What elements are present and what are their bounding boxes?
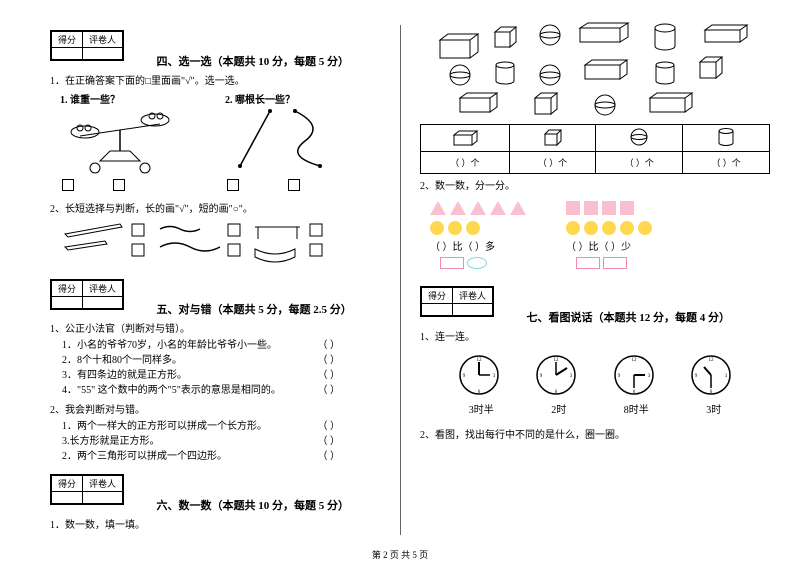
paren[interactable]: （ ）	[318, 338, 341, 353]
objects-row	[60, 219, 380, 269]
triangles-row	[430, 201, 526, 215]
cube-icon-cell	[509, 125, 596, 152]
fill-cell[interactable]: （ ）个	[596, 152, 683, 174]
q5-1-3: 3．有四条边的就是正方形。	[62, 368, 187, 383]
q4-1a: 1. 谁重一些？	[60, 91, 215, 106]
q5-2-3: 2．两个三角形可以拼成一个四边形。	[62, 449, 227, 464]
ellipse-shape	[467, 257, 487, 269]
q4-1: 1．在正确答案下面的□里面画"√"。选一选。	[50, 72, 380, 87]
cylinder-icon-cell	[683, 125, 770, 152]
checkbox[interactable]	[113, 179, 125, 191]
compare-right[interactable]: （ ）比（ ）少	[566, 238, 652, 253]
section-5-title: 五、对与错（本题共 5 分，每题 2.5 分）	[157, 301, 352, 317]
svg-text:3: 3	[725, 374, 728, 379]
score-box: 得分评卷人	[50, 279, 124, 310]
clock-label-4: 3时	[706, 401, 721, 416]
balance-scale-figure	[60, 106, 180, 176]
clock-row: 12369 12369 12369 12369	[440, 353, 750, 397]
score-box: 得分评卷人	[50, 30, 124, 61]
section-6: 得分评卷人 六、数一数（本题共 10 分，每题 5 分） 1．数一数，填一填。	[50, 474, 380, 531]
score-label: 得分	[52, 32, 83, 48]
q4-2: 2、长短选择与判断，长的画"√"，短的画"○"。	[50, 200, 380, 215]
balance-curve-row: 1. 谁重一些？ 2. 哪根长一些？	[60, 91, 380, 194]
q5-2-2: 3.长方形就是正方形。	[62, 434, 160, 449]
squares-row	[566, 201, 652, 215]
checkbox[interactable]	[227, 179, 239, 191]
clock-2: 12369	[534, 353, 578, 397]
q5-2: 2、我会判断对与错。	[50, 401, 380, 416]
q5-1-4: 4．"55" 这个数中的两个"5"表示的意思是相同的。	[62, 383, 281, 398]
compare-left[interactable]: （ ）比（ ）多	[430, 238, 526, 253]
rect-shape	[440, 257, 464, 269]
cuboid-icon-cell	[421, 125, 510, 152]
fill-cell[interactable]: （ ）个	[509, 152, 596, 174]
q4-1b: 2. 哪根长一些？	[225, 91, 380, 106]
circles-row2	[566, 221, 652, 235]
rect-shape	[603, 257, 627, 269]
q5-1: 1、公正小法官（判断对与错）。	[50, 320, 380, 335]
grader-label: 评卷人	[83, 32, 123, 48]
clock-3: 12369	[612, 353, 656, 397]
score-box: 得分评卷人	[420, 286, 494, 317]
section-6-title: 六、数一数（本题共 10 分，每题 5 分）	[157, 497, 350, 513]
rect-shape	[576, 257, 600, 269]
svg-text:3: 3	[570, 374, 573, 379]
fill-cell[interactable]: （ ）个	[421, 152, 510, 174]
section-7: 得分评卷人 七、看图说话（本题共 12 分，每题 4 分） 1、连一连。 12 3…	[420, 286, 770, 441]
q7-2: 2、看图，找出每行中不同的是什么，圈一圈。	[420, 426, 770, 441]
clock-labels: 3时半 2时 8时半 3时	[440, 401, 750, 416]
q5-1-1: 1．小名的爷爷70岁，小名的年龄比爷爷小一些。	[62, 338, 277, 353]
left-column: 得分评卷人 四、选一选（本题共 10 分，每题 5 分） 1．在正确答案下面的□…	[0, 0, 400, 565]
clock-label-3: 8时半	[624, 401, 649, 416]
clock-4: 12369	[689, 353, 733, 397]
fill-cell[interactable]: （ ）个	[683, 152, 770, 174]
sphere-icon-cell	[596, 125, 683, 152]
shape-count-table: （ ）个 （ ）个 （ ）个 （ ）个	[420, 124, 770, 174]
svg-text:12: 12	[476, 358, 482, 363]
q7-1: 1、连一连。	[420, 328, 770, 343]
q6-2: 2、数一数，分一分。	[420, 177, 770, 192]
svg-text:9: 9	[540, 374, 543, 379]
section-4-title: 四、选一选（本题共 10 分，每题 5 分）	[157, 53, 350, 69]
curves-figure	[225, 106, 345, 176]
clock-label-1: 3时半	[469, 401, 494, 416]
shapes-scatter	[420, 20, 770, 120]
svg-text:12: 12	[554, 358, 560, 363]
clock-label-2: 2时	[551, 401, 566, 416]
compare-figures: （ ）比（ ）多 （ ）比（ ）少	[420, 195, 770, 272]
circles-row	[430, 221, 526, 235]
paren[interactable]: （ ）	[318, 368, 341, 383]
length-objects-figure	[60, 219, 360, 269]
score-box: 得分评卷人	[50, 474, 124, 505]
section-7-title: 七、看图说话（本题共 12 分，每题 4 分）	[527, 309, 731, 325]
paren[interactable]: （ ）	[318, 383, 341, 398]
paren[interactable]: （ ）	[318, 353, 341, 368]
svg-text:3: 3	[648, 374, 651, 379]
svg-text:12: 12	[709, 358, 715, 363]
svg-text:9: 9	[463, 374, 466, 379]
clock-1: 12369	[457, 353, 501, 397]
paren[interactable]: （ ）	[318, 434, 341, 449]
checkbox[interactable]	[62, 179, 74, 191]
q5-2-1: 1．两个一样大的正方形可以拼成一个长方形。	[62, 419, 267, 434]
3d-shapes-figure	[420, 20, 750, 120]
paren[interactable]: （ ）	[318, 449, 341, 464]
paren[interactable]: （ ）	[318, 419, 341, 434]
right-column: （ ）个 （ ）个 （ ）个 （ ）个 2、数一数，分一分。 （ ）比（ ）多	[400, 0, 800, 565]
q5-1-2: 2．8个十和80个一同样多。	[62, 353, 182, 368]
section-5: 得分评卷人 五、对与错（本题共 5 分，每题 2.5 分） 1、公正小法官（判断…	[50, 279, 380, 465]
svg-text:9: 9	[695, 374, 698, 379]
checkbox[interactable]	[288, 179, 300, 191]
q6-1: 1．数一数，填一填。	[50, 516, 380, 531]
page-number: 第 2 页 共 5 页	[0, 548, 800, 561]
svg-text:3: 3	[493, 374, 496, 379]
section-4: 得分评卷人 四、选一选（本题共 10 分，每题 5 分） 1．在正确答案下面的□…	[50, 30, 380, 269]
svg-text:12: 12	[631, 358, 637, 363]
svg-text:9: 9	[618, 374, 621, 379]
